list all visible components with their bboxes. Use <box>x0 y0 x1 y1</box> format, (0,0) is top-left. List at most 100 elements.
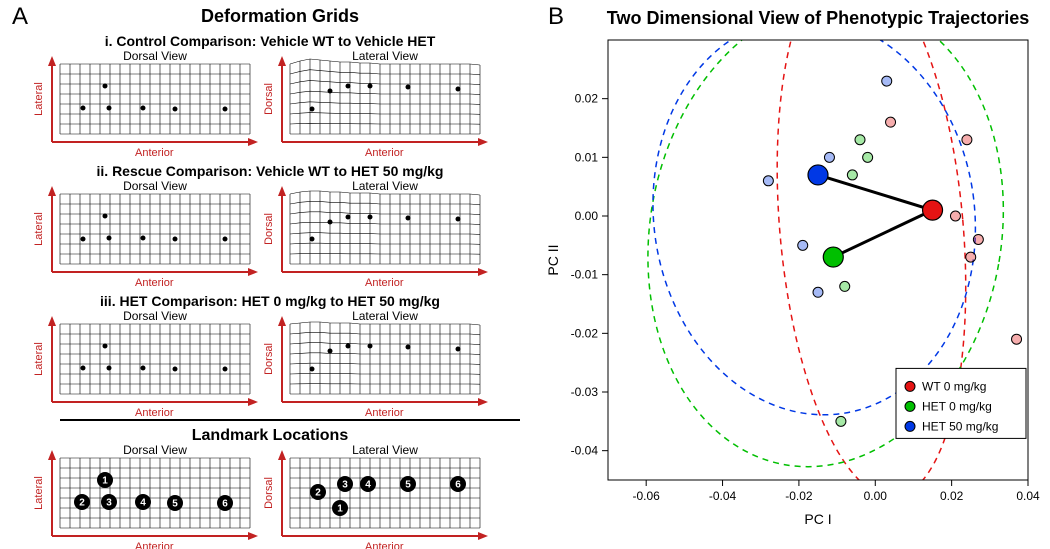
trajectory-segment <box>818 175 933 210</box>
landmark-dot <box>346 84 351 89</box>
panel-B-title: Two Dimensional View of Phenotypic Traje… <box>607 8 1029 28</box>
landmark-dot <box>103 214 108 219</box>
data-point <box>763 176 773 186</box>
trajectory-segment <box>833 210 932 257</box>
data-point <box>840 281 850 291</box>
data-point <box>1012 334 1022 344</box>
landmark-dot <box>81 366 86 371</box>
landmark-number: 6 <box>222 499 228 510</box>
anterior-axis-label: Anterior <box>365 277 404 289</box>
y-tick-label: 0.00 <box>575 209 599 223</box>
landmark-dot <box>141 366 146 371</box>
landmark-locations-title: Landmark Locations <box>192 427 349 444</box>
group-centroid <box>923 200 943 220</box>
landmark-dot <box>107 366 112 371</box>
legend-marker <box>905 421 915 431</box>
landmark-dot <box>456 347 461 352</box>
landmark-dot <box>173 367 178 372</box>
panel-A-title: Deformation Grids <box>201 6 359 26</box>
y-axis-label: Dorsal <box>263 477 275 509</box>
legend-marker <box>905 401 915 411</box>
landmark-dot <box>368 84 373 89</box>
y-axis-label: Dorsal <box>263 83 275 115</box>
y-axis-label: Dorsal <box>263 343 275 375</box>
landmark-dot <box>406 85 411 90</box>
landmark-dot <box>81 106 86 111</box>
landmark-number: 4 <box>140 498 146 509</box>
landmark-dot <box>107 106 112 111</box>
data-point <box>882 76 892 86</box>
landmark-dot <box>103 344 108 349</box>
landmark-dot <box>141 236 146 241</box>
data-point <box>847 170 857 180</box>
landmark-dot <box>223 367 228 372</box>
landmark-number: 5 <box>405 480 411 491</box>
data-point <box>813 287 823 297</box>
landmark-number: 1 <box>102 476 108 487</box>
figure-svg: A Deformation Grids i. Control Comparison:… <box>0 0 1050 549</box>
landmark-dot <box>456 217 461 222</box>
data-point <box>836 416 846 426</box>
landmark-dot <box>223 237 228 242</box>
lateral-view-label: Lateral View <box>352 309 418 323</box>
landmark-dot <box>346 215 351 220</box>
data-point <box>950 211 960 221</box>
y-axis-title: PC II <box>545 244 561 275</box>
landmark-dot <box>456 87 461 92</box>
y-tick-label: -0.02 <box>571 326 599 340</box>
comparison-subtitle: i. Control Comparison: Vehicle WT to Veh… <box>105 33 436 49</box>
y-tick-label: -0.04 <box>571 444 599 458</box>
panel-A-letter: A <box>12 3 28 30</box>
landmark-dot <box>173 237 178 242</box>
anterior-axis-label: Anterior <box>135 277 174 289</box>
x-tick-label: -0.06 <box>633 489 661 503</box>
panel-B-letter: B <box>548 3 564 30</box>
landmark-dot <box>406 345 411 350</box>
dorsal-view-label: Dorsal View <box>123 443 187 457</box>
dorsal-view-label: Dorsal View <box>123 179 187 193</box>
landmark-number: 6 <box>455 480 461 491</box>
anterior-axis-label: Anterior <box>135 147 174 159</box>
comparison-subtitle: iii. HET Comparison: HET 0 mg/kg to HET … <box>100 293 440 309</box>
x-tick-label: 0.00 <box>864 489 888 503</box>
landmark-dot <box>223 107 228 112</box>
y-tick-label: -0.03 <box>571 385 599 399</box>
landmark-dot <box>328 349 333 354</box>
legend-label: WT 0 mg/kg <box>922 379 986 393</box>
landmark-dot <box>328 220 333 225</box>
group-centroid <box>808 165 828 185</box>
anterior-axis-label: Anterior <box>135 407 174 419</box>
landmark-number: 2 <box>79 498 85 509</box>
legend-label: HET 0 mg/kg <box>922 399 992 413</box>
data-point <box>973 234 983 244</box>
landmark-number: 5 <box>172 499 178 510</box>
y-tick-label: 0.01 <box>575 150 599 164</box>
lateral-view-label: Lateral View <box>352 179 418 193</box>
landmark-dot <box>368 215 373 220</box>
landmark-dot <box>107 236 112 241</box>
legend-label: HET 50 mg/kg <box>922 419 998 433</box>
figure-root: A Deformation Grids i. Control Comparison:… <box>0 0 1050 549</box>
landmark-dot <box>141 106 146 111</box>
legend-marker <box>905 381 915 391</box>
data-point <box>962 135 972 145</box>
y-tick-label: 0.02 <box>575 92 599 106</box>
x-tick-label: -0.04 <box>709 489 737 503</box>
landmark-number: 2 <box>315 488 321 499</box>
anterior-axis-label: Anterior <box>365 147 404 159</box>
landmark-dot <box>173 107 178 112</box>
landmark-number: 4 <box>365 480 371 491</box>
data-point <box>855 135 865 145</box>
anterior-axis-label: Anterior <box>135 541 174 549</box>
data-point <box>966 252 976 262</box>
landmark-number: 1 <box>337 504 343 515</box>
landmark-number: 3 <box>106 498 112 509</box>
landmark-number: 3 <box>342 480 348 491</box>
y-axis-label: Dorsal <box>263 213 275 245</box>
x-tick-label: 0.02 <box>940 489 964 503</box>
dorsal-view-label: Dorsal View <box>123 309 187 323</box>
group-centroid <box>823 247 843 267</box>
landmark-dot <box>310 237 315 242</box>
landmark-dot <box>310 107 315 112</box>
data-point <box>886 117 896 127</box>
